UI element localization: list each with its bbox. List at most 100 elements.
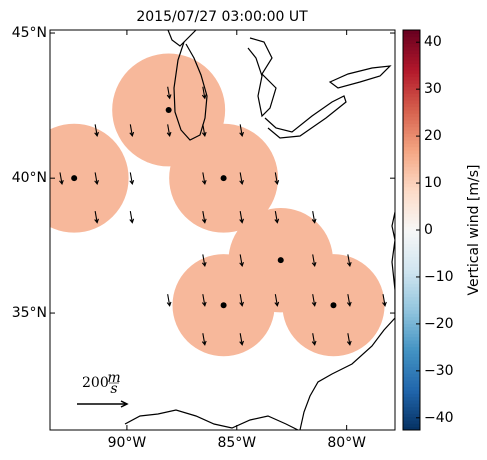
colorbar-segment	[403, 416, 420, 421]
colorbar-segment	[403, 216, 420, 221]
colorbar-segment	[403, 326, 420, 331]
colorbar-segment	[403, 263, 420, 268]
y-tick-label: 40°N	[12, 170, 47, 186]
colorbar-segment	[403, 106, 420, 111]
colorbar-segment	[403, 86, 420, 91]
radar-site	[220, 175, 227, 182]
colorbar-segment	[403, 173, 420, 178]
colorbar-segment	[403, 56, 420, 61]
wind-vector	[94, 211, 99, 224]
colorbar-tick-label: 40	[424, 34, 442, 50]
colorbar-segment	[403, 93, 420, 98]
colorbar-segment	[403, 353, 420, 358]
colorbar-segment	[403, 190, 420, 194]
colorbar-segment	[403, 403, 420, 408]
colorbar-segment	[403, 180, 420, 184]
wind-vector	[201, 294, 207, 307]
colorbar-segment	[403, 306, 420, 311]
colorbar-segment	[403, 123, 420, 128]
colorbar-segment	[403, 316, 420, 321]
colorbar-segment	[403, 130, 420, 134]
colorbar-segment	[403, 243, 420, 248]
colorbar-segment	[403, 40, 420, 44]
colorbar-tick-label: 0	[424, 222, 433, 238]
colorbar-segment	[403, 100, 420, 104]
colorbar-segment	[403, 366, 420, 371]
colorbar-segment	[403, 223, 420, 228]
colorbar-segment	[403, 293, 420, 298]
colorbar-segment	[403, 420, 420, 424]
radar-site	[71, 175, 78, 182]
key-unit-bottom: s	[110, 381, 117, 397]
lake-huron	[247, 37, 277, 118]
colorbar-segment	[403, 200, 420, 204]
colorbar-segment	[403, 30, 420, 34]
y-tick-label: 35°N	[12, 305, 47, 321]
wind-vector	[346, 294, 352, 307]
wind-vector	[346, 254, 352, 268]
colorbar-segment	[403, 140, 420, 144]
colorbar-tick-label: 30	[424, 81, 442, 97]
colorbar-segment	[403, 350, 420, 354]
colorbar-segment	[403, 206, 420, 211]
colorbar: −40 −30 −20 −10 0 10 20 30 40	[402, 29, 454, 431]
key-arrow	[77, 400, 129, 408]
colorbar-segment	[403, 236, 420, 241]
colorbar-segment	[403, 346, 420, 351]
colorbar-segment	[403, 110, 420, 114]
colorbar-segment	[403, 96, 420, 101]
colorbar-segment	[403, 290, 420, 294]
colorbar-segment	[403, 143, 420, 148]
colorbar-segment	[403, 423, 420, 428]
field-layer	[50, 53, 387, 357]
colorbar-segment	[403, 116, 420, 121]
colorbar-segment	[403, 80, 420, 84]
wind-vector	[166, 86, 172, 100]
colorbar-segment	[403, 376, 420, 381]
colorbar-segment	[403, 53, 420, 58]
colorbar-segment	[403, 340, 420, 344]
colorbar-segment	[403, 176, 420, 181]
colorbar-segment	[403, 83, 420, 88]
wind-vector	[239, 294, 244, 307]
colorbar-segment	[403, 63, 420, 68]
colorbar-segment	[403, 390, 420, 394]
wind-vector	[201, 86, 207, 100]
colorbar-label: Vertical wind [m/s]	[466, 165, 482, 296]
colorbar-segment	[403, 76, 420, 81]
colorbar-segment	[403, 70, 420, 74]
colorbar-segment	[403, 356, 420, 361]
wind-vector	[239, 124, 244, 137]
wind-vector	[239, 333, 244, 346]
wind-vector	[129, 172, 135, 186]
wind-vector	[94, 124, 99, 137]
wind-vector	[311, 254, 317, 268]
y-tick-label: 45°N	[12, 25, 47, 41]
colorbar-segment	[403, 226, 420, 231]
colorbar-segment	[403, 153, 420, 158]
wind-vector	[239, 172, 244, 186]
wind-vector	[274, 294, 280, 307]
colorbar-segment	[403, 393, 420, 398]
colorbar-segment	[403, 60, 420, 64]
colorbar-segment	[403, 323, 420, 328]
vector-key: 200 m s	[77, 370, 129, 408]
wind-vector	[239, 211, 244, 224]
chart-title: 2015/07/27 03:00:00 UT	[136, 9, 308, 25]
colorbar-tick-label: −10	[424, 269, 454, 285]
wind-vector	[166, 294, 172, 307]
colorbar-segment	[403, 240, 420, 244]
wind-vector	[311, 294, 317, 307]
colorbar-segment	[403, 230, 420, 234]
colorbar-segment	[403, 386, 420, 391]
wind-vector	[274, 172, 280, 186]
colorbar-segment	[403, 166, 420, 171]
colorbar-segment	[403, 170, 420, 174]
colorbar-segment	[403, 43, 420, 48]
wind-vector	[346, 333, 352, 346]
colorbar-segment	[403, 196, 420, 201]
colorbar-segment	[403, 330, 420, 334]
wind-vector	[94, 172, 99, 186]
colorbar-segment	[403, 283, 420, 288]
